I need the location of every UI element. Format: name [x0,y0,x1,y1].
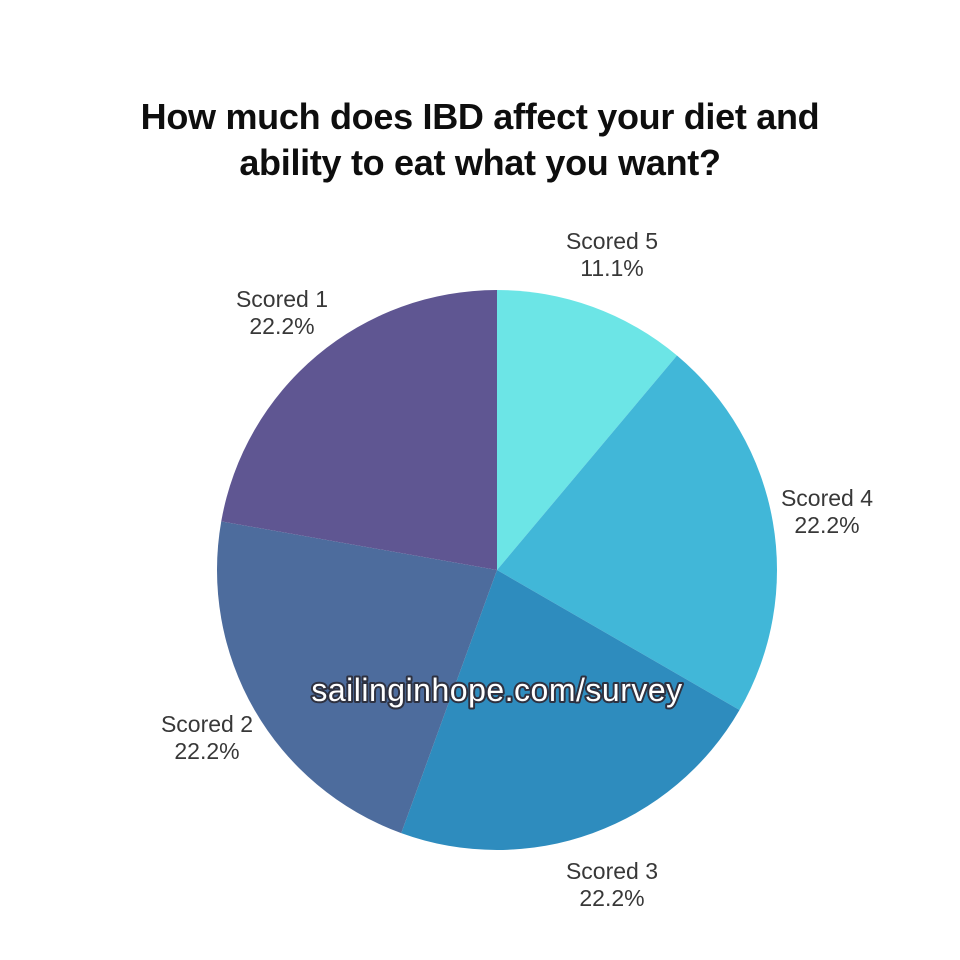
pie-slice-scored-5 [497,290,677,570]
chart-title: How much does IBD affect your diet and a… [0,94,960,186]
chart-title-line-1: How much does IBD affect your diet and [140,96,820,137]
pie-slice-scored-4 [497,355,778,710]
watermark-url: sailinginhope.com/survey [311,672,682,708]
pie-slice-scored-2 [216,521,498,834]
pie-slice-scored-1 [221,290,497,570]
pie-slice-scored-3 [401,570,740,850]
chart-title-line-2: ability to eat what you want? [239,142,721,183]
